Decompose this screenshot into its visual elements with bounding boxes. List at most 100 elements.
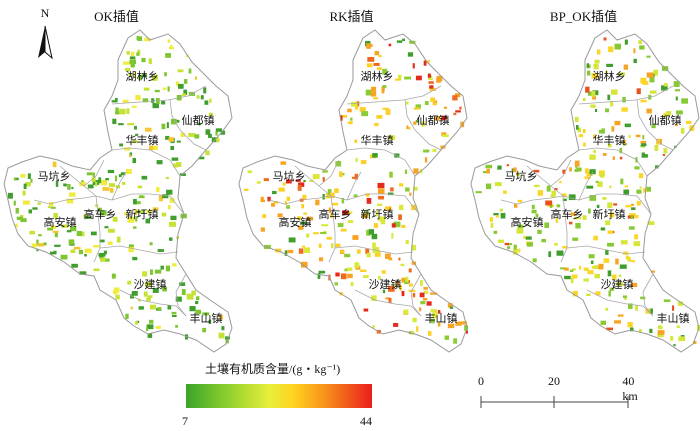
soil-patch xyxy=(112,216,118,222)
soil-patch xyxy=(129,152,133,156)
soil-patch xyxy=(162,194,169,199)
soil-patch xyxy=(167,204,171,210)
soil-patch xyxy=(453,338,458,344)
soil-patch xyxy=(66,198,74,204)
soil-patch xyxy=(365,193,370,197)
soil-patch xyxy=(443,106,448,109)
soil-patch xyxy=(335,161,342,167)
soil-patch xyxy=(423,60,427,66)
soil-patch xyxy=(20,173,26,178)
soil-patch xyxy=(401,277,407,283)
soil-patch xyxy=(53,212,58,219)
soil-patch xyxy=(161,123,166,130)
soil-patch xyxy=(454,93,461,98)
soil-patch xyxy=(131,290,138,296)
soil-patch xyxy=(335,243,341,248)
soil-patch xyxy=(142,210,145,214)
soil-patch xyxy=(205,150,210,156)
soil-patch xyxy=(366,197,372,204)
soil-patch xyxy=(640,296,646,300)
soil-patch xyxy=(583,278,589,282)
soil-patch xyxy=(109,183,116,187)
soil-patch xyxy=(390,187,394,192)
soil-patch xyxy=(320,231,327,235)
soil-patch xyxy=(663,148,668,154)
town-label: 高车乡 xyxy=(550,209,584,221)
soil-patch xyxy=(327,189,332,196)
soil-patch xyxy=(636,88,641,95)
soil-patch xyxy=(84,248,92,254)
soil-patch xyxy=(560,267,566,270)
soil-patch xyxy=(636,200,641,206)
soil-patch xyxy=(649,328,653,334)
soil-patch xyxy=(215,131,218,136)
soil-patch xyxy=(639,186,642,189)
soil-patch xyxy=(429,88,437,91)
soil-patch xyxy=(623,189,630,195)
soil-patch xyxy=(609,287,614,291)
soil-patch xyxy=(143,87,150,91)
soil-patch xyxy=(346,211,353,214)
soil-patch xyxy=(523,235,526,239)
soil-patch xyxy=(177,69,184,73)
soil-patch xyxy=(351,176,357,179)
soil-patch xyxy=(127,280,132,285)
soil-patch xyxy=(377,188,385,195)
soil-patch xyxy=(377,203,383,206)
soil-patch xyxy=(68,239,75,245)
soil-patch xyxy=(513,249,518,255)
soil-patch xyxy=(639,45,645,50)
soil-patch xyxy=(70,249,76,254)
soil-patch xyxy=(218,332,225,339)
soil-patch xyxy=(149,242,153,246)
map-panel-bp-ok: BP_OK插值 湖林乡 仙都镇 华丰镇 马坑乡 高安镇 高车乡 新圩镇 沙建镇 丰山镇 xyxy=(467,0,700,360)
soil-patch xyxy=(645,186,651,192)
soil-patch xyxy=(572,237,579,241)
soil-patch xyxy=(221,326,225,331)
soil-patch xyxy=(574,216,582,220)
soil-patch xyxy=(586,70,591,76)
soil-patch xyxy=(148,319,154,324)
soil-patch xyxy=(675,96,678,101)
soil-patch xyxy=(347,108,352,113)
soil-patch xyxy=(618,274,622,277)
soil-patch xyxy=(611,89,618,95)
township-boundary xyxy=(169,99,207,151)
soil-patch xyxy=(329,192,335,198)
soil-patch xyxy=(102,187,110,191)
soil-patch xyxy=(304,247,311,253)
soil-patch xyxy=(67,183,71,190)
soil-patch xyxy=(177,83,184,89)
soil-patch xyxy=(200,95,204,100)
soil-patch xyxy=(354,139,358,143)
soil-patch xyxy=(430,318,435,324)
soil-patch xyxy=(405,276,409,282)
soil-patch xyxy=(60,254,68,260)
soil-patch xyxy=(506,164,510,167)
soil-patch xyxy=(622,295,628,298)
township-boundary xyxy=(346,85,442,105)
soil-patch xyxy=(361,213,368,219)
soil-patch xyxy=(419,292,425,298)
soil-patch xyxy=(354,173,358,180)
township-boundary xyxy=(346,193,420,215)
soil-patch xyxy=(273,201,279,204)
soil-patch xyxy=(434,116,440,121)
scale-label-40: 40 km xyxy=(622,374,638,403)
soil-patch xyxy=(152,145,158,151)
soil-patch xyxy=(562,169,566,174)
soil-patch xyxy=(562,193,567,198)
soil-patch xyxy=(399,285,403,291)
soil-patch xyxy=(142,98,149,103)
soil-patch xyxy=(605,249,609,255)
soil-patch xyxy=(194,134,200,139)
town-label: 丰山镇 xyxy=(189,313,223,325)
soil-patch xyxy=(583,142,586,147)
soil-patch xyxy=(107,241,113,245)
soil-patch xyxy=(384,206,392,211)
soil-patch xyxy=(328,207,331,214)
soil-patch xyxy=(127,123,135,126)
soil-patch xyxy=(360,160,367,165)
soil-patch xyxy=(591,91,596,97)
soil-patch xyxy=(118,123,124,126)
